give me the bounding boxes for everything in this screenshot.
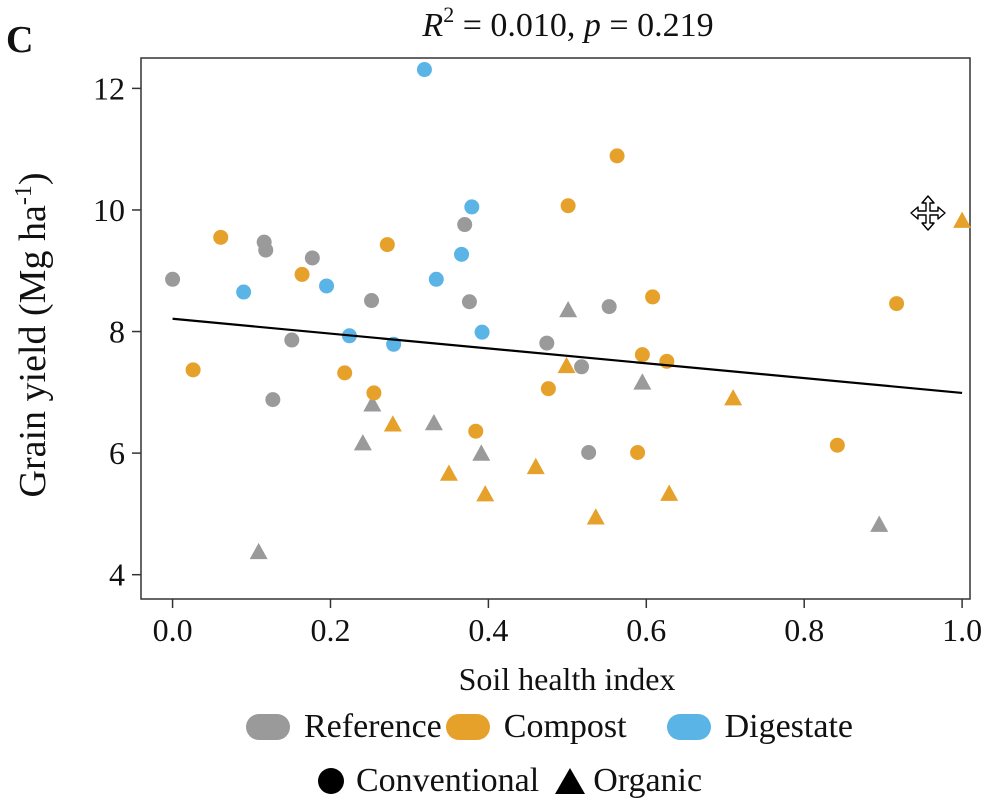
r2-exponent: 2: [443, 2, 454, 27]
data-points: [165, 62, 972, 560]
data-point-organic: [363, 395, 382, 412]
data-point-organic: [526, 457, 545, 475]
data-point-organic: [953, 211, 972, 228]
data-point-conventional: [461, 294, 477, 310]
r2-value: = 0.010,: [454, 7, 584, 44]
data-point-conventional: [165, 271, 181, 287]
legend-item-organic: Organic: [555, 762, 702, 800]
y-axis-label: Grain yield (Mg ha-1): [11, 173, 54, 498]
data-point-conventional: [540, 381, 556, 397]
data-point-organic: [660, 484, 679, 501]
x-axis-label: Soil health index: [459, 661, 676, 697]
data-point-conventional: [258, 242, 274, 258]
data-point-conventional: [630, 445, 646, 461]
data-point-conventional: [185, 362, 201, 378]
data-point-conventional: [428, 271, 444, 287]
data-point-conventional: [364, 293, 380, 309]
x-tick-label: 0.6: [626, 612, 666, 648]
data-point-organic: [424, 414, 443, 431]
legend-item-reference: Reference: [246, 708, 442, 746]
x-tick-label: 0.2: [310, 612, 350, 648]
data-point-conventional: [284, 332, 300, 348]
data-point-organic: [353, 434, 372, 451]
legend-label-compost: Compost: [503, 708, 627, 745]
data-point-conventional: [574, 359, 590, 375]
data-point-organic: [439, 464, 458, 481]
move-cursor-icon: [910, 195, 946, 231]
y-axis-label-exponent: -1: [11, 185, 37, 205]
x-axis: 0.0 0.2 0.4 0.6 0.8 1.0: [153, 599, 982, 648]
data-point-organic: [870, 515, 889, 532]
y-axis: 4 6 8 10 12: [93, 70, 141, 593]
data-point-conventional: [294, 266, 310, 282]
data-point-conventional: [634, 347, 650, 363]
data-point-conventional: [457, 217, 473, 233]
data-point-organic: [559, 300, 578, 318]
y-tick-label: 8: [109, 314, 125, 350]
data-point-conventional: [213, 229, 229, 245]
data-point-conventional: [379, 237, 395, 253]
legend-label-reference: Reference: [304, 708, 442, 745]
data-point-conventional: [464, 199, 480, 215]
p-value: = 0.219: [601, 7, 714, 44]
regression-line: [172, 317, 963, 395]
circle-marker-icon: [318, 768, 344, 794]
y-axis-label-close: ): [12, 173, 54, 186]
data-point-conventional: [609, 148, 625, 164]
data-point-conventional: [265, 392, 281, 408]
data-point-conventional: [474, 324, 490, 340]
plot-area: [140, 57, 971, 600]
panel-label: C: [6, 19, 33, 61]
legend-item-compost: Compost: [445, 708, 627, 746]
y-axis-label-main: Grain yield (Mg ha: [12, 205, 54, 497]
legend-label-digestate: Digestate: [724, 708, 853, 745]
x-tick-label: 0.4: [468, 612, 508, 648]
data-point-organic: [249, 542, 268, 560]
data-point-conventional: [319, 278, 335, 294]
data-point-conventional: [304, 250, 320, 266]
legend-item-conventional: Conventional: [318, 762, 539, 800]
data-point-organic: [472, 444, 491, 461]
data-point-conventional: [829, 437, 845, 453]
data-point-organic: [724, 389, 743, 406]
x-tick-label: 0.0: [153, 612, 193, 648]
data-point-conventional: [416, 62, 432, 78]
data-point-conventional: [236, 284, 252, 300]
legend-swatch-reference: [246, 714, 290, 740]
legend-swatch-compost: [445, 714, 490, 740]
data-point-organic: [586, 508, 605, 525]
x-tick-label: 1.0: [942, 612, 982, 648]
legend-label-organic: Organic: [593, 762, 703, 799]
data-point-organic: [557, 356, 576, 374]
data-point-conventional: [454, 246, 470, 262]
data-point-conventional: [337, 365, 353, 381]
data-point-conventional: [560, 198, 576, 214]
r2-symbol: R: [421, 7, 443, 44]
data-point-organic: [476, 485, 495, 502]
data-point-organic: [383, 415, 402, 432]
legend-item-digestate: Digestate: [666, 708, 853, 746]
x-tick-label: 0.8: [784, 612, 824, 648]
regression-line-group: [172, 317, 963, 395]
y-tick-label: 10: [93, 192, 125, 228]
data-point-organic: [633, 373, 652, 390]
data-point-conventional: [581, 445, 597, 461]
legend-groups: Reference Compost Digestate: [246, 708, 853, 746]
y-tick-label: 6: [109, 435, 125, 471]
data-point-conventional: [468, 423, 484, 439]
data-point-conventional: [645, 289, 661, 305]
y-tick-label: 12: [93, 70, 125, 106]
chart-title: R2 = 0.010, p = 0.219: [421, 2, 713, 44]
legend-label-conventional: Conventional: [356, 762, 540, 799]
p-symbol: p: [582, 7, 601, 44]
data-point-conventional: [601, 299, 617, 315]
y-tick-label: 4: [109, 557, 125, 593]
legend-swatch-digestate: [666, 714, 711, 740]
data-point-conventional: [366, 385, 382, 401]
data-point-conventional: [889, 296, 905, 312]
legend-shapes: Conventional Organic: [318, 762, 702, 800]
triangle-marker-icon: [555, 768, 586, 794]
data-point-conventional: [539, 335, 555, 351]
